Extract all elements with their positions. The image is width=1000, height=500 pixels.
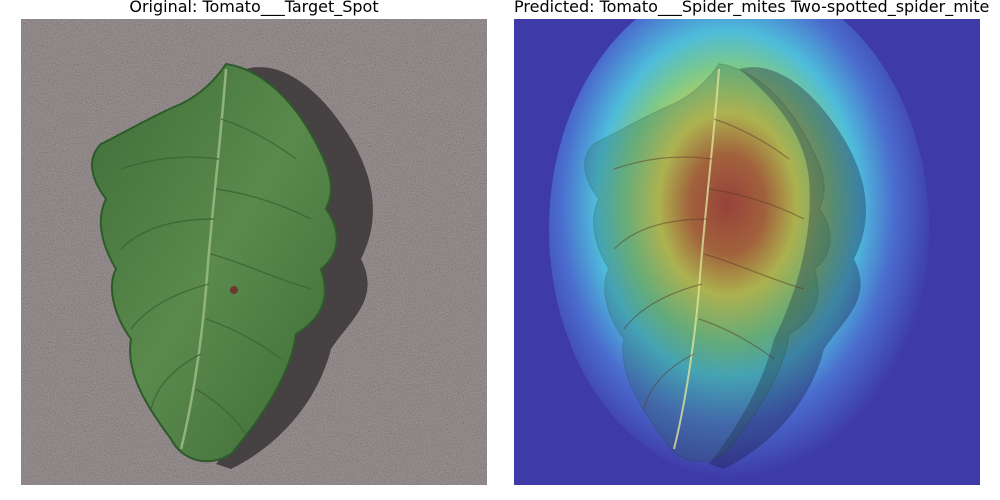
original-image-panel — [21, 19, 487, 485]
leaf — [90, 62, 338, 463]
original-title: Original: Tomato___Target_Spot — [129, 0, 379, 16]
leaf-spot — [230, 286, 238, 294]
heatmap-overlay-image — [514, 19, 980, 485]
leaf-overlay — [584, 63, 831, 462]
predicted-title: Predicted: Tomato___Spider_mites Two-spo… — [514, 0, 990, 16]
leaf-shadow — [216, 67, 373, 469]
leaf-midrib — [179, 68, 228, 450]
original-leaf-image — [21, 19, 487, 485]
predicted-heatmap-panel — [514, 19, 980, 485]
leaf-veins-overlay — [613, 118, 805, 410]
leaf-midrib-overlay — [673, 68, 720, 450]
leaf-veins — [120, 118, 312, 435]
leaf-shadow-overlay — [709, 67, 866, 469]
